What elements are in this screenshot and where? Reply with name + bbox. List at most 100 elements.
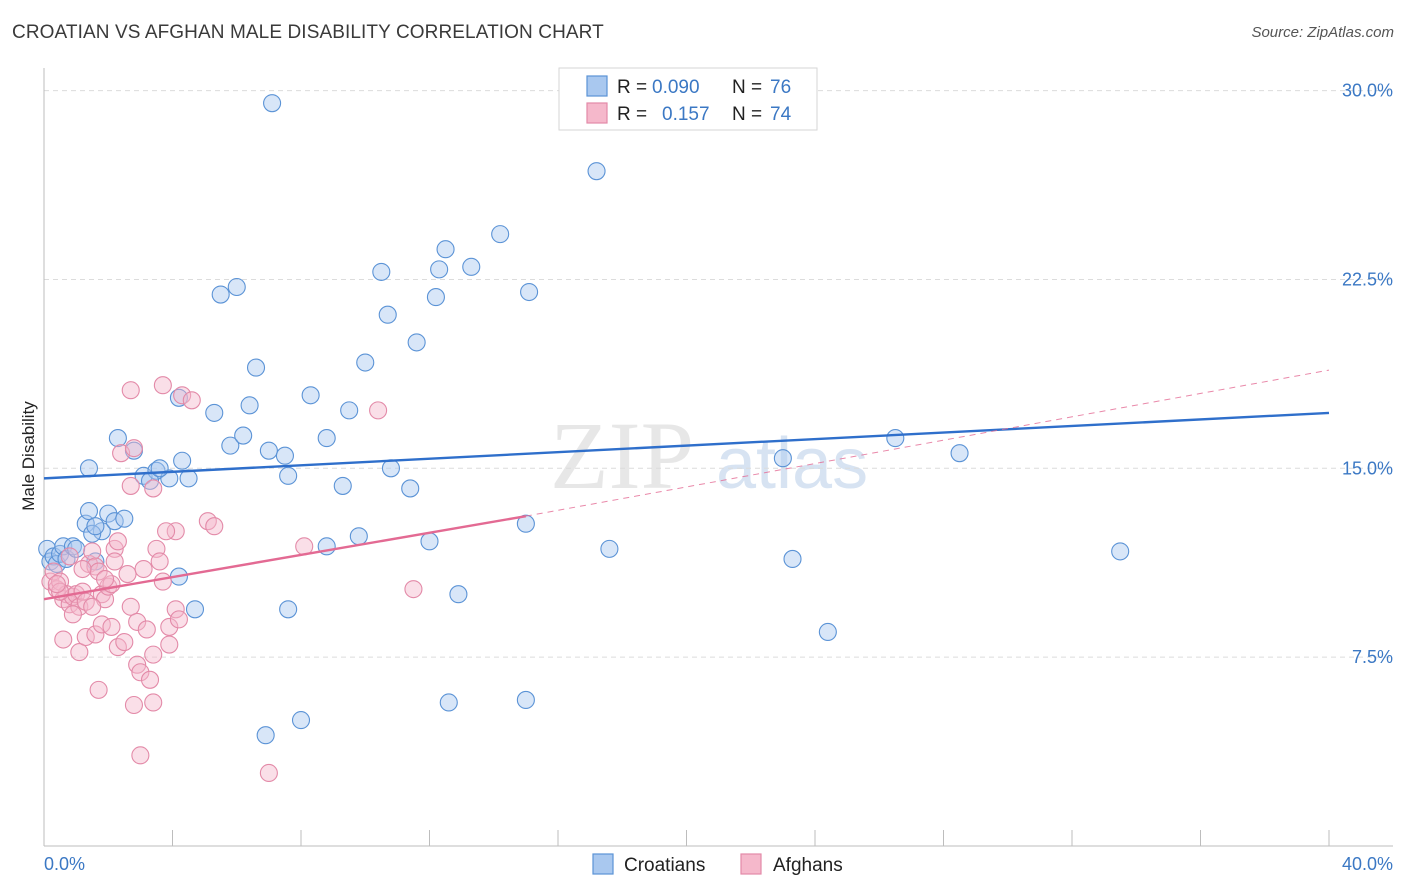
point-afghans	[144, 693, 163, 712]
point-afghans	[160, 635, 179, 654]
y-tick-labels: 7.5% 15.0% 22.5% 30.0%	[1342, 81, 1393, 668]
point-afghans	[63, 605, 82, 624]
point-croatians	[773, 449, 792, 468]
point-croatians	[407, 333, 426, 352]
chart-title: CROATIAN VS AFGHAN MALE DISABILITY CORRE…	[12, 22, 604, 43]
point-croatians	[587, 162, 606, 181]
legend-r-value-1: 0.090	[652, 77, 700, 98]
point-afghans	[121, 381, 140, 400]
point-croatians	[340, 401, 359, 420]
point-croatians	[79, 502, 99, 521]
point-afghans	[95, 570, 115, 589]
source-label: Source: ZipAtlas.com	[1251, 24, 1394, 41]
y-tick-label: 30.0%	[1342, 81, 1393, 101]
point-croatians	[1111, 542, 1130, 561]
point-croatians	[372, 262, 391, 281]
point-croatians	[462, 257, 481, 276]
point-croatians	[436, 240, 455, 259]
point-croatians	[227, 277, 246, 297]
legend-bottom: Croatians Afghans	[592, 853, 843, 876]
point-croatians	[439, 693, 458, 712]
point-croatians	[378, 305, 397, 324]
point-afghans	[205, 517, 224, 536]
y-axis-label: Male Disability	[19, 401, 38, 511]
point-croatians	[420, 532, 439, 551]
x-tick-max: 40.0%	[1342, 854, 1393, 874]
point-croatians	[818, 622, 837, 642]
point-croatians	[67, 539, 86, 558]
point-afghans	[54, 630, 73, 649]
point-afghans	[131, 663, 150, 682]
point-afghans	[166, 600, 185, 619]
bottom-legend-swatch-afghans	[740, 853, 762, 875]
point-croatians	[950, 444, 969, 463]
series-croatians	[38, 94, 1130, 745]
point-croatians	[160, 469, 179, 488]
point-afghans	[121, 597, 140, 616]
point-afghans	[369, 401, 388, 420]
point-croatians	[430, 260, 449, 279]
point-afghans	[128, 612, 147, 631]
point-croatians	[150, 459, 169, 478]
point-afghans	[404, 580, 423, 599]
point-afghans	[160, 617, 179, 636]
legend-r-value-2: 0.157	[662, 104, 710, 125]
point-croatians	[783, 549, 802, 568]
grid-lines	[44, 90, 1393, 658]
y-tick-label: 22.5%	[1342, 269, 1393, 289]
legend-n-value-2: 74	[770, 104, 792, 125]
point-croatians	[426, 288, 445, 307]
bottom-legend-swatch-croatians	[592, 853, 614, 875]
point-croatians	[349, 527, 368, 546]
point-afghans	[86, 625, 105, 644]
legend-swatch-afghans	[586, 102, 608, 124]
point-croatians	[234, 426, 253, 445]
point-afghans	[144, 479, 163, 498]
axes	[43, 68, 1393, 847]
trend-line-afghans-extrapolated	[525, 369, 1330, 517]
point-croatians	[86, 517, 105, 536]
point-croatians	[259, 441, 278, 460]
point-croatians	[333, 476, 352, 495]
point-croatians	[205, 403, 224, 422]
point-croatians	[221, 436, 240, 455]
point-afghans	[83, 597, 102, 616]
y-tick-label: 15.0%	[1342, 458, 1393, 478]
legend-n-label-1: N =	[732, 77, 762, 98]
point-croatians	[520, 282, 539, 302]
point-afghans	[124, 439, 143, 458]
point-afghans	[73, 559, 92, 579]
point-afghans	[153, 572, 172, 591]
point-afghans	[150, 552, 169, 571]
point-afghans	[105, 552, 124, 571]
point-croatians	[173, 451, 192, 470]
point-afghans	[83, 542, 102, 561]
point-croatians	[886, 429, 905, 448]
point-afghans	[157, 522, 176, 541]
point-croatians	[279, 600, 298, 619]
point-afghans	[166, 522, 185, 541]
point-afghans	[60, 547, 79, 566]
point-croatians	[516, 514, 535, 533]
point-croatians	[99, 504, 118, 523]
point-croatians	[240, 396, 259, 415]
point-croatians	[291, 711, 311, 730]
legend-r-label-2: R =	[617, 104, 647, 125]
point-croatians	[211, 285, 230, 304]
bottom-legend-croatians: Croatians	[624, 855, 705, 876]
point-afghans	[173, 386, 192, 405]
point-croatians	[263, 94, 282, 113]
point-croatians	[491, 225, 510, 244]
legend-swatch-croatians	[586, 75, 608, 97]
point-croatians	[79, 459, 99, 478]
point-croatians	[256, 726, 275, 745]
trend-line-afghans	[43, 514, 527, 601]
point-afghans	[115, 632, 134, 652]
point-afghans	[89, 680, 108, 699]
point-afghans	[169, 610, 188, 629]
point-afghans	[137, 620, 156, 639]
point-croatians	[301, 386, 320, 405]
point-croatians	[246, 358, 266, 377]
watermark-zip: ZIP	[550, 402, 694, 509]
